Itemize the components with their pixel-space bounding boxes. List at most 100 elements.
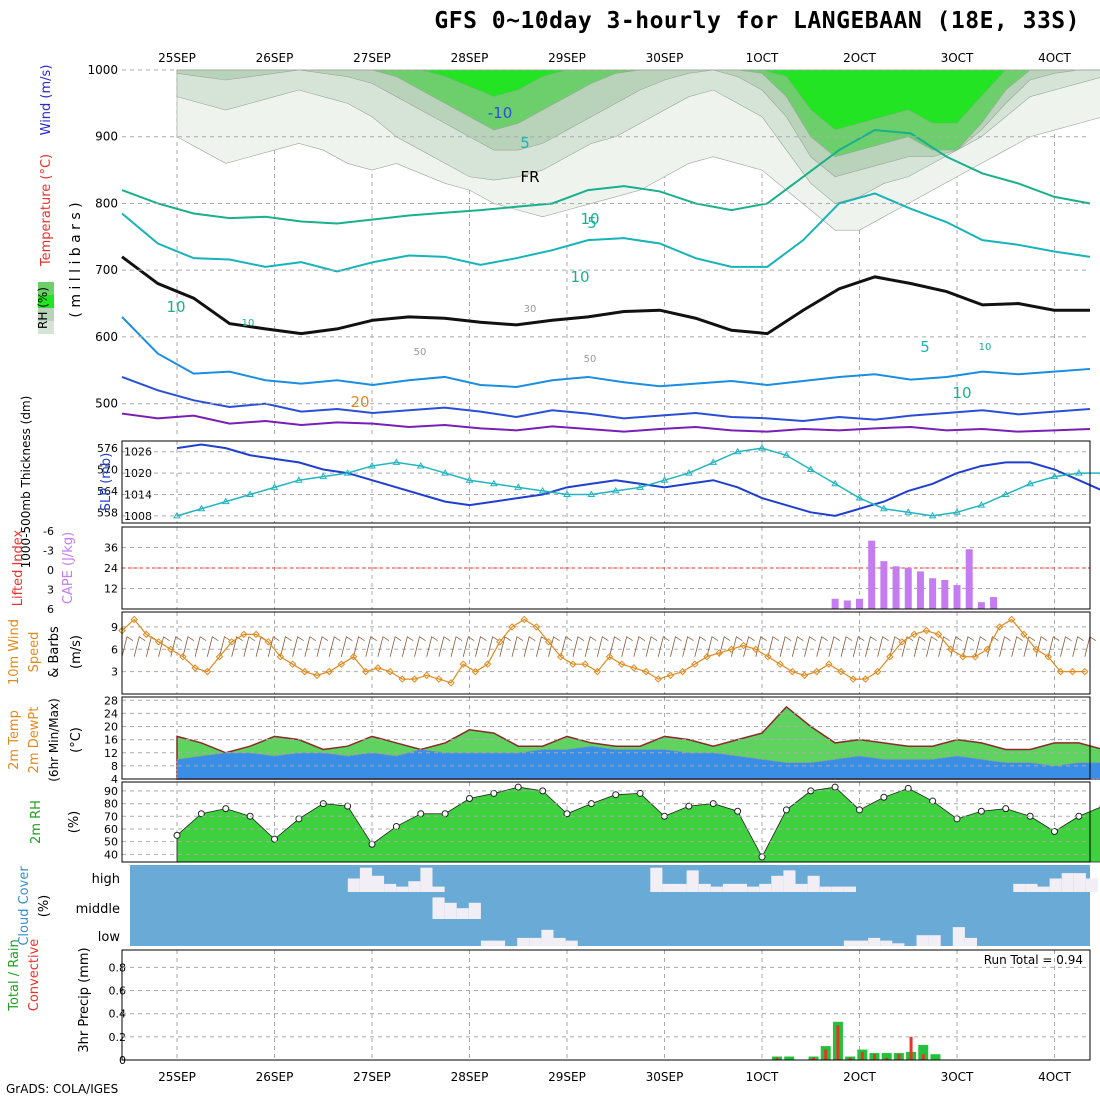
cloud-bar-low [843,940,856,946]
wind-speed-point [435,675,443,683]
wind-barb-icon [718,636,731,657]
y-axis-label-cloud-a: Cloud Cover [17,866,32,946]
wind-speed-point [544,638,553,646]
wind-barb-icon [999,636,1011,657]
rh-legend-swatch [38,295,54,308]
y-axis-label-temp: Temperature (°C) [39,154,54,267]
wind-speed-point [703,653,711,661]
wind-speed-point [752,645,760,653]
wind-barb-icon [596,636,609,657]
panel-frame [121,949,1091,1061]
wind-barb-icon [194,636,207,657]
thickness-point [782,451,791,458]
wind-barb-icon [645,636,658,657]
rh-point [514,783,522,791]
wind-speed-point [678,667,687,676]
wind-speed-point [557,653,565,661]
precip-convective-bar [921,1054,925,1060]
cloud-bar-low [952,927,965,946]
y-tick-label: -3 [43,545,54,558]
thickness-point [563,490,571,497]
wind-barb-icon [121,636,134,657]
wind-speed-point [362,667,370,676]
rh-point [1002,805,1010,813]
wind-speed-point [167,645,175,653]
cloud-bar-low [553,937,566,946]
wind-barb-icon [475,636,487,657]
wind-barb-icon [694,636,707,657]
wind-barb-icon [1060,636,1072,657]
wind-barb-icon [840,636,853,657]
cloud-bar-high [1073,873,1086,892]
cloud-bar-high [747,886,760,892]
cloud-bar-low [517,937,530,946]
cloud-bar-high [662,883,675,892]
cape-bar [856,598,863,609]
cloud-level-label: middle [76,902,120,917]
wind-barb-icon [182,636,195,657]
thickness-point [441,469,450,476]
x-tick-label-top: 2OCT [843,51,876,65]
thickness-point [538,486,547,494]
contour-label: 5 [520,134,530,152]
wind-speed-point [581,660,589,668]
cape-bar [880,561,888,609]
precip-total-bar [918,1044,929,1060]
wind-speed-point [654,675,662,683]
y-tick-label: 9 [111,621,118,634]
thickness-point [684,469,693,476]
rh-point [563,810,571,818]
y-tick-label: 3 [47,584,54,597]
rh-point [977,807,985,815]
wind-barb-icon [828,636,841,657]
thickness-point [197,504,206,512]
temperature-contour-10 [121,129,1091,225]
wind-barb-icon [548,636,560,657]
contour-label: 10 [166,298,185,316]
wind-speed-point [349,653,358,661]
precip-convective-bar [885,1057,889,1060]
contour-label: 10 [242,318,255,329]
thickness-series-line [176,447,1100,517]
precip-convective-bar [860,1051,864,1060]
y-axis-label-rh2m-a: 2m RH [29,800,44,844]
precip-run-total: Run Total = 0.94 [984,953,1083,967]
wind-speed-point [447,679,455,687]
wind-barb-icon [1011,636,1023,657]
wind-barb-icon [535,636,548,657]
wind-barb-icon [767,636,780,657]
wind-speed-point [227,638,236,646]
y-tick-label: 558 [97,506,118,519]
temperature-contour--5 [121,316,1091,388]
temperature-contour-FR [121,255,1090,336]
x-tick-label-bottom: 27SEP [353,1070,391,1084]
wind-speed-point [849,675,857,683]
y-tick-label: 60 [104,823,118,836]
cloud-bar-high [420,867,433,892]
wind-speed-point [374,664,382,672]
wind-speed-point [520,615,528,624]
y-tick-label: 600 [95,330,118,344]
cape-bar [941,579,949,609]
wind-speed-point [422,671,431,680]
page-title: GFS 0~10day 3-hourly for LANGEBAAN (18E,… [434,8,1080,34]
y-tick-label: 3 [111,666,118,679]
thickness-point [270,483,279,490]
precip-convective-bar [824,1049,828,1060]
x-tick-label-bottom: 25SEP [158,1070,196,1084]
wind-barb-icon [901,636,914,657]
y-axis-label-wind10-c: & Barbs [47,626,62,678]
wind-speed-point [203,667,212,676]
wind-barb-icon [365,636,377,657]
x-tick-label-top: 26SEP [256,51,294,65]
cloud-bar-high [831,886,844,892]
rh-point [831,783,839,791]
wind-speed-point [873,667,882,676]
cape-bar [843,600,851,609]
precip-convective-bar [848,1057,852,1060]
contour-label: 10 [952,384,971,402]
wind-barb-icon [340,636,353,657]
wind-speed-point [727,645,736,653]
x-tick-label-top: 3OCT [941,51,974,65]
cape-bar [977,602,985,609]
